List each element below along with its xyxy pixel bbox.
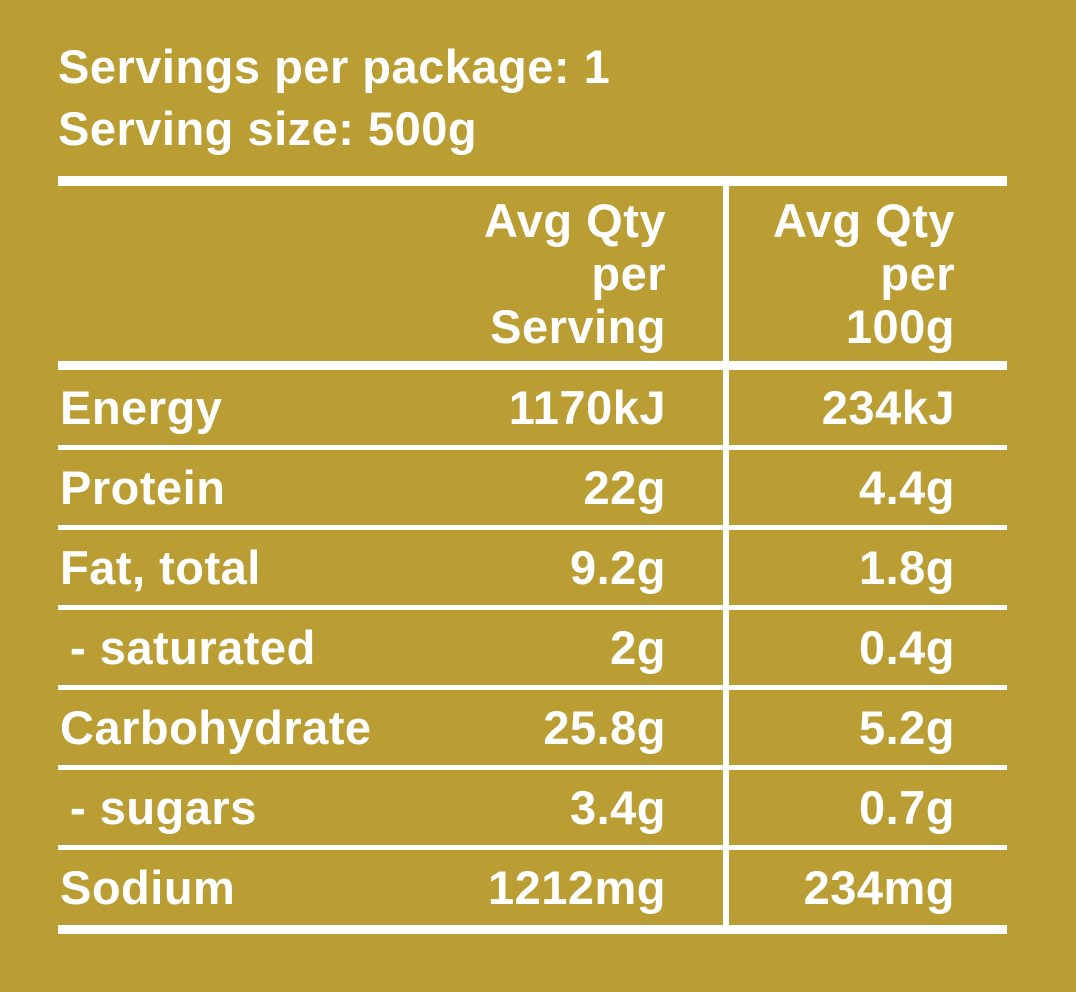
per-serving-value: 22g	[583, 461, 666, 514]
per-serving-value: 25.8g	[543, 701, 666, 754]
table-row: Sodium 1212mg 234mg	[58, 850, 1007, 925]
nutrient-label: Protein	[60, 461, 226, 514]
table-row: Protein 22g 4.4g	[58, 450, 1007, 530]
per-100g-value: 234kJ	[821, 381, 955, 434]
per-serving-value: 1170kJ	[508, 381, 666, 434]
per-serving-value: 9.2g	[569, 541, 666, 594]
nutrition-label: Servings per package: 1 Serving size: 50…	[0, 36, 1076, 992]
table-row: - saturated 2g 0.4g	[58, 610, 1007, 690]
per-100g-value: 0.7g	[858, 781, 955, 834]
table-row: Energy 1170kJ 234kJ	[58, 370, 1007, 450]
nutrient-label: Sodium	[60, 861, 236, 914]
per-serving-value: 2g	[610, 621, 666, 674]
per-serving-value: 1212mg	[487, 861, 666, 914]
nutrition-table: Avg Qty per Serving Avg Qty per 100g Ene…	[58, 176, 1007, 934]
nutrient-label: Fat, total	[60, 541, 261, 594]
column-divider	[723, 186, 729, 925]
table-row: Fat, total 9.2g 1.8g	[58, 530, 1007, 610]
nutrient-label: Energy	[60, 381, 223, 434]
per-100g-value: 4.4g	[858, 461, 955, 514]
table-row: Carbohydrate 25.8g 5.2g	[58, 690, 1007, 770]
table-row: - sugars 3.4g 0.7g	[58, 770, 1007, 850]
per-serving-column-header: Avg Qty per Serving	[484, 194, 666, 353]
nutrient-label: Carbohydrate	[60, 701, 372, 754]
per-100g-value: 234mg	[803, 861, 955, 914]
per-100g-value: 0.4g	[858, 621, 955, 674]
nutrient-label: - saturated	[70, 621, 316, 674]
per-100g-column-header: Avg Qty per 100g	[773, 194, 955, 353]
table-header-row: Avg Qty per Serving Avg Qty per 100g	[58, 186, 1007, 370]
serving-info: Servings per package: 1 Serving size: 50…	[58, 36, 1076, 160]
per-100g-value: 1.8g	[858, 541, 955, 594]
per-100g-value: 5.2g	[858, 701, 955, 754]
serving-size: Serving size: 500g	[58, 102, 478, 155]
servings-per-package: Servings per package: 1	[58, 40, 611, 93]
nutrient-label: - sugars	[70, 781, 257, 834]
per-serving-value: 3.4g	[569, 781, 666, 834]
